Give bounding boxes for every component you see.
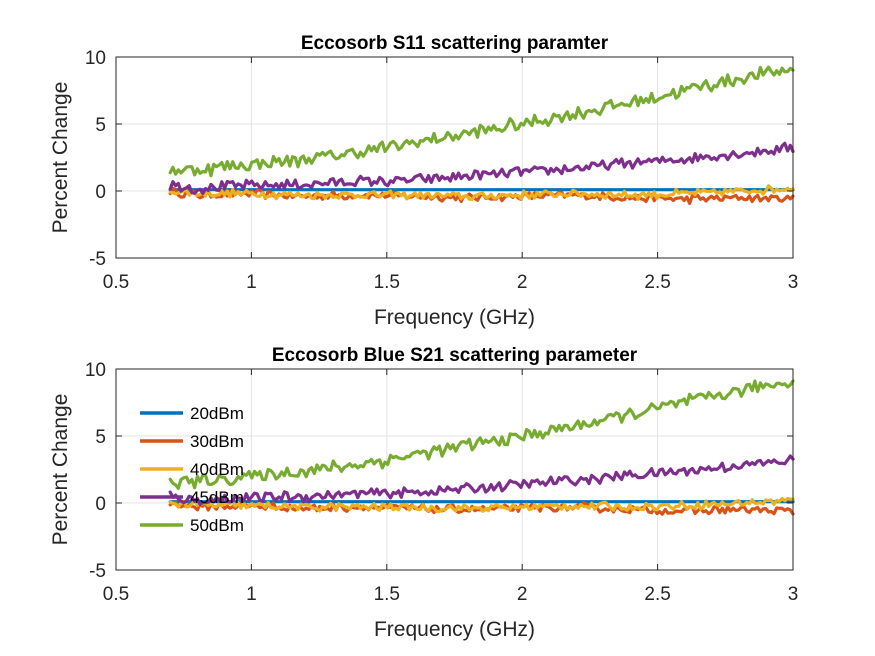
x-axis-label: Frequency (GHz) [374,306,535,329]
y-tick-label: 10 [85,360,106,381]
y-axis-label: Percent Change [49,394,72,546]
y-axis-label: Percent Change [49,82,72,234]
x-tick-label: 1 [246,584,257,605]
x-tick-label: 1 [246,272,257,293]
y-tick-label: 0 [95,182,106,203]
legend-label-40dBm: 40dBm [190,460,244,479]
legend-label-20dBm: 20dBm [190,404,244,423]
legend-label-45dBm: 45dBm [190,488,244,507]
x-tick-label: 1.5 [374,272,400,293]
y-tick-label: 5 [95,115,106,136]
chart-2: 0.5 1 1.5 2 2.5 3 -5 0 5 10 Eccosorb Blue S21 scat… [49,345,798,641]
y-tick-label: 5 [95,427,106,448]
x-tick-label: 3 [788,272,799,293]
x-tick-label: 2.5 [644,272,670,293]
y-tick-label: -5 [89,249,106,270]
y-tick-label: 0 [95,494,106,515]
y-tick-label: 10 [85,48,106,69]
x-tick-label: 0.5 [103,272,129,293]
x-tick-label: 2.5 [644,584,670,605]
chart-title: Eccosorb S11 scattering paramter [301,33,609,54]
legend-label-30dBm: 30dBm [190,432,244,451]
chart-1: 0.5 1 1.5 2 2.5 3 -5 0 5 10 Eccosorb S11 scatterin… [49,33,798,329]
legend-label-50dBm: 50dBm [190,516,244,535]
x-tick-label: 2 [517,272,528,293]
x-tick-label: 1.5 [374,584,400,605]
x-tick-label: 3 [788,584,799,605]
x-axis-label: Frequency (GHz) [374,618,535,641]
y-tick-label: -5 [89,561,106,582]
chart-title: Eccosorb Blue S21 scattering parameter [272,345,638,366]
x-tick-label: 0.5 [103,584,129,605]
x-tick-label: 2 [517,584,528,605]
